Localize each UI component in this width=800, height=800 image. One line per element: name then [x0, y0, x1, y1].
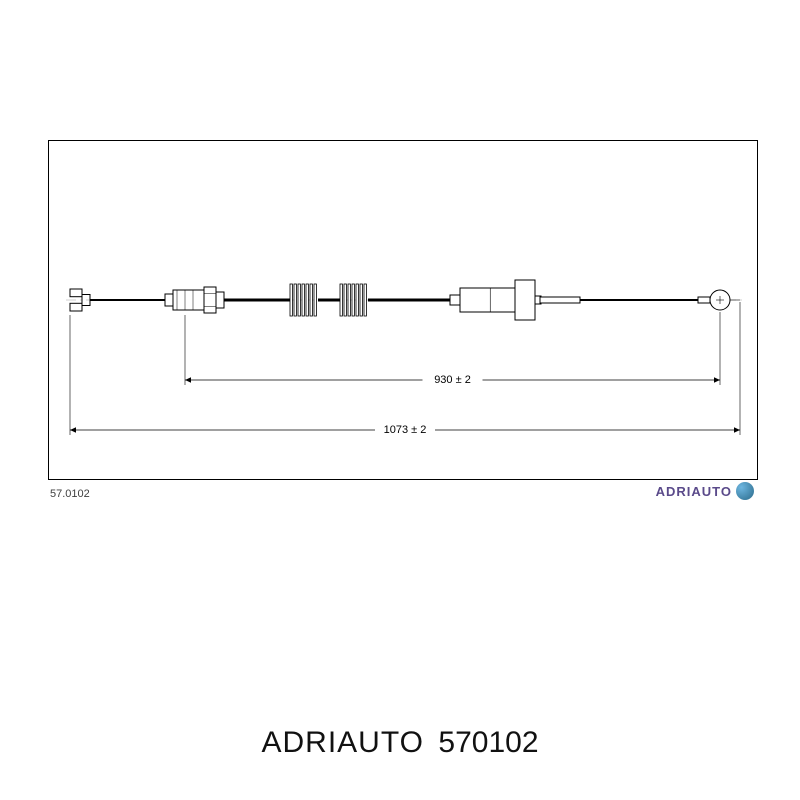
footer-brand-text: ADRIAUTO: [261, 726, 423, 759]
footer-part-number: 570102: [438, 726, 538, 759]
technical-drawing: 930 ± 2 1073 ± 2: [0, 0, 800, 800]
brand-logo-icon: [736, 482, 754, 500]
footer: ADRIAUTO 570102: [0, 726, 800, 760]
brand-logo-text: ADRIAUTO: [656, 484, 732, 499]
svg-text:930 ± 2: 930 ± 2: [434, 374, 471, 386]
svg-text:1073 ± 2: 1073 ± 2: [384, 424, 427, 436]
brand-logo: ADRIAUTO: [656, 482, 754, 500]
page-container: 930 ± 2 1073 ± 2 57.0102 ADRIAUTO ADRIAUT…: [0, 0, 800, 800]
part-reference-small: 57.0102: [50, 488, 90, 500]
